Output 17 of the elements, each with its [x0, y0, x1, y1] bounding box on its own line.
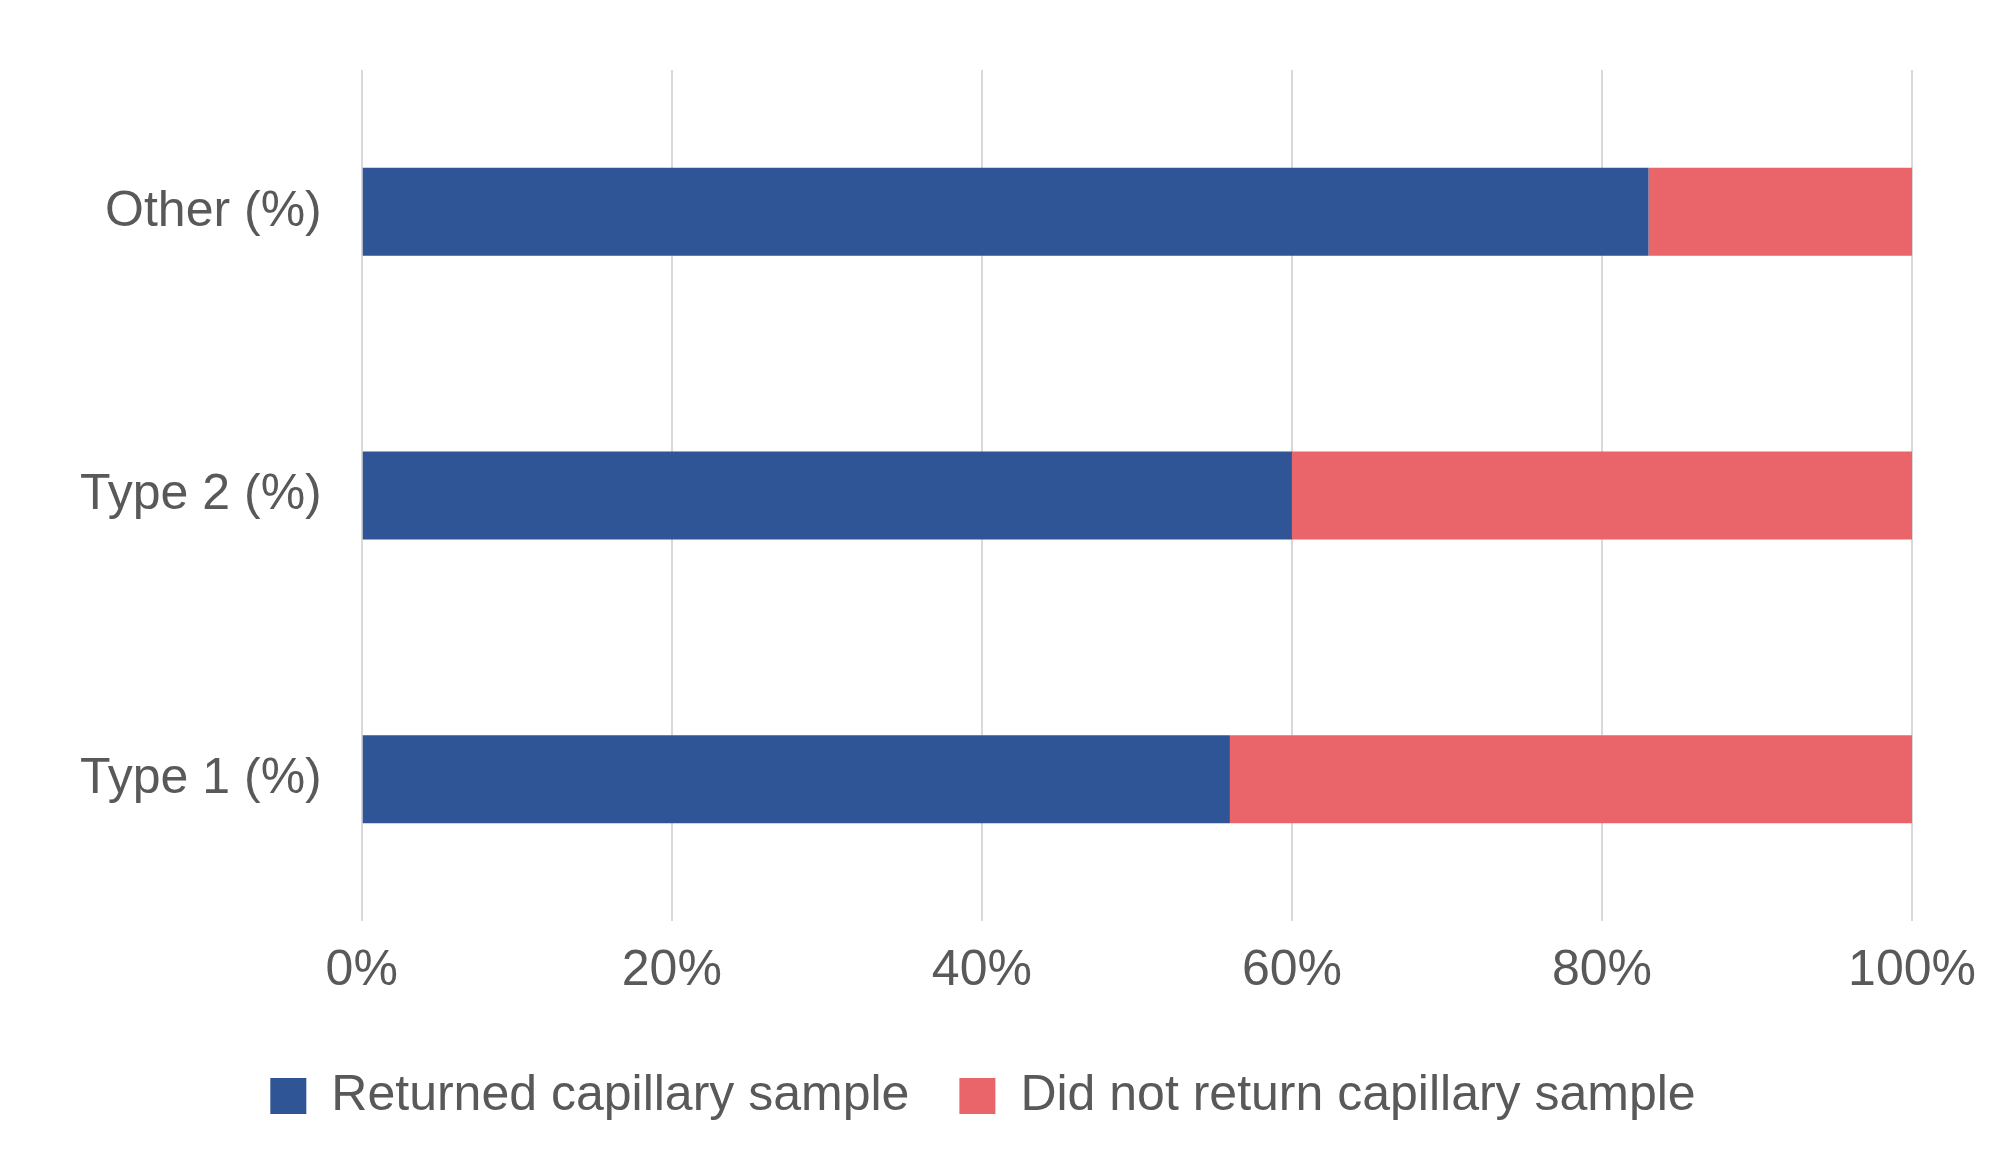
legend-label: Returned capillary sample [331, 1064, 910, 1121]
x-tick-label: 40% [931, 939, 1032, 996]
bar [362, 735, 1230, 824]
bar [362, 451, 1292, 540]
x-tick-label: 80% [1551, 939, 1653, 996]
x-tick-label: 60% [1241, 939, 1342, 996]
bar [362, 167, 1649, 256]
x-tick-label: 0% [325, 939, 398, 996]
legend-label: Did not return capillary sample [1020, 1064, 1696, 1121]
bar [1648, 167, 1913, 256]
y-tick-label: Type 1 (%) [80, 747, 322, 804]
bar [1291, 451, 1913, 540]
y-tick-label: Type 2 (%) [80, 464, 322, 521]
bar [1229, 735, 1913, 824]
x-tick-label: 100% [1848, 939, 1976, 996]
y-tick-label: Other (%) [105, 180, 322, 237]
x-tick-label: 20% [621, 939, 722, 996]
